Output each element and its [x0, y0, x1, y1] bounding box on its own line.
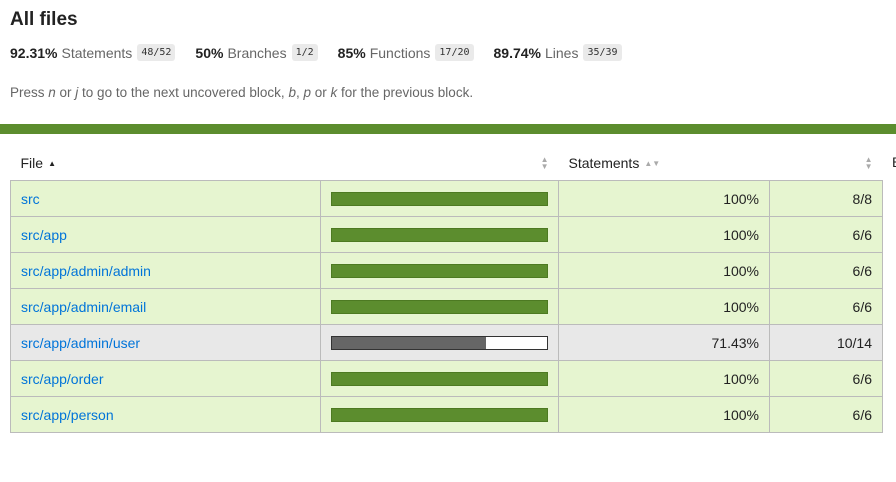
file-link[interactable]: src/app/order	[21, 370, 104, 387]
table-row: src/app 100% 6/6	[10, 216, 883, 253]
file-cell: src/app/admin/user	[10, 324, 321, 361]
statements-count: 6/6	[769, 396, 883, 433]
sort-icon: ▲▼	[644, 159, 661, 168]
file-cell: src/app/order	[10, 360, 321, 397]
coverage-bar-fill	[332, 372, 547, 385]
coverage-bar	[331, 371, 548, 386]
statements-count: 6/6	[769, 288, 883, 325]
coverage-bar-cell	[320, 180, 559, 217]
summary-functions: 85% Functions 17/20	[338, 44, 474, 61]
summary-label: Statements	[61, 44, 133, 61]
statements-pct: 100%	[558, 180, 770, 217]
statements-count: 6/6	[769, 360, 883, 397]
summary-fraction: 48/52	[137, 44, 176, 61]
statements-count: 6/6	[769, 216, 883, 253]
coverage-bar-fill	[332, 300, 547, 313]
coverage-bar-cell	[320, 252, 559, 289]
file-link[interactable]: src	[21, 190, 40, 207]
file-cell: src/app/person	[10, 396, 321, 433]
statements-pct: 100%	[558, 288, 770, 325]
summary-pct: 89.74%	[493, 44, 541, 61]
statements-pct: 100%	[558, 396, 770, 433]
status-bar-high	[0, 124, 896, 134]
file-link[interactable]: src/app/person	[21, 406, 114, 423]
table-row: src/app/admin/user 71.43% 10/14	[10, 324, 883, 361]
summary-pct: 50%	[195, 44, 224, 61]
statements-pct: 100%	[558, 216, 770, 253]
summary-fraction: 35/39	[583, 44, 622, 61]
file-cell: src/app/admin/admin	[10, 252, 321, 289]
statements-pct: 100%	[558, 252, 770, 289]
statements-pct: 100%	[558, 360, 770, 397]
coverage-bar-fill	[332, 264, 547, 277]
coverage-bar-cell	[320, 288, 559, 325]
file-link[interactable]: src/app/admin/user	[21, 334, 141, 351]
summary-label: Functions	[369, 44, 431, 61]
table-row: src/app/person 100% 6/6	[10, 396, 883, 433]
column-header-statements[interactable]: Statements ▲▼	[568, 155, 661, 171]
summary-lines: 89.74% Lines 35/39	[494, 44, 622, 61]
coverage-bar	[331, 263, 548, 278]
column-header-statements-count[interactable]: ▲ ▼	[770, 146, 883, 181]
coverage-bar	[331, 335, 548, 350]
column-header-branches-cut[interactable]: B	[892, 154, 896, 170]
coverage-bar-fill	[332, 336, 486, 349]
statements-count: 6/6	[769, 252, 883, 289]
summary-label: Lines	[545, 44, 579, 61]
statements-count: 10/14	[769, 324, 883, 361]
sort-icon: ▲▼	[864, 155, 873, 171]
table-header-row: File ▲ ▲ ▼ Statements ▲▼ ▲ ▼	[11, 146, 883, 181]
keyboard-hint: Press n or j to go to the next uncovered…	[10, 85, 474, 100]
coverage-bar	[331, 299, 548, 314]
summary-branches: 50% Branches 1/2	[195, 44, 318, 61]
coverage-bar-cell	[320, 360, 559, 397]
table-row: src 100% 8/8	[10, 180, 883, 217]
file-cell: src/app/admin/email	[10, 288, 321, 325]
sort-icon: ▲▼	[540, 155, 549, 171]
coverage-summary: 92.31% Statements 48/52 50% Branches 1/2…	[10, 44, 642, 61]
coverage-bar-cell	[320, 216, 559, 253]
sort-asc-icon: ▲	[48, 159, 56, 168]
coverage-bar-cell	[320, 324, 559, 361]
table-row: src/app/admin/email 100% 6/6	[10, 288, 883, 325]
coverage-bar	[331, 407, 548, 422]
coverage-bar	[331, 227, 548, 242]
file-cell: src	[10, 180, 321, 217]
coverage-table: File ▲ ▲ ▼ Statements ▲▼ ▲ ▼ src 100% 8/8 src/a…	[10, 146, 883, 433]
coverage-bar-fill	[332, 192, 547, 205]
coverage-bar-fill	[332, 228, 547, 241]
summary-pct: 92.31%	[10, 44, 58, 61]
summary-fraction: 17/20	[435, 44, 474, 61]
coverage-bar	[331, 191, 548, 206]
page-title: All files	[10, 9, 78, 30]
coverage-bar-cell	[320, 396, 559, 433]
summary-statements: 92.31% Statements 48/52	[10, 44, 176, 61]
file-link[interactable]: src/app	[21, 226, 67, 243]
file-cell: src/app	[10, 216, 321, 253]
table-row: src/app/admin/admin 100% 6/6	[10, 252, 883, 289]
coverage-bar-fill	[332, 408, 547, 421]
table-row: src/app/order 100% 6/6	[10, 360, 883, 397]
file-link[interactable]: src/app/admin/admin	[21, 262, 151, 279]
column-header-file[interactable]: File ▲	[20, 155, 56, 171]
statements-count: 8/8	[769, 180, 883, 217]
summary-pct: 85%	[337, 44, 366, 61]
summary-fraction: 1/2	[291, 44, 318, 61]
column-header-file-bar[interactable]: ▲ ▼	[321, 146, 559, 181]
file-link[interactable]: src/app/admin/email	[21, 298, 147, 315]
summary-label: Branches	[227, 44, 287, 61]
statements-pct: 71.43%	[558, 324, 770, 361]
